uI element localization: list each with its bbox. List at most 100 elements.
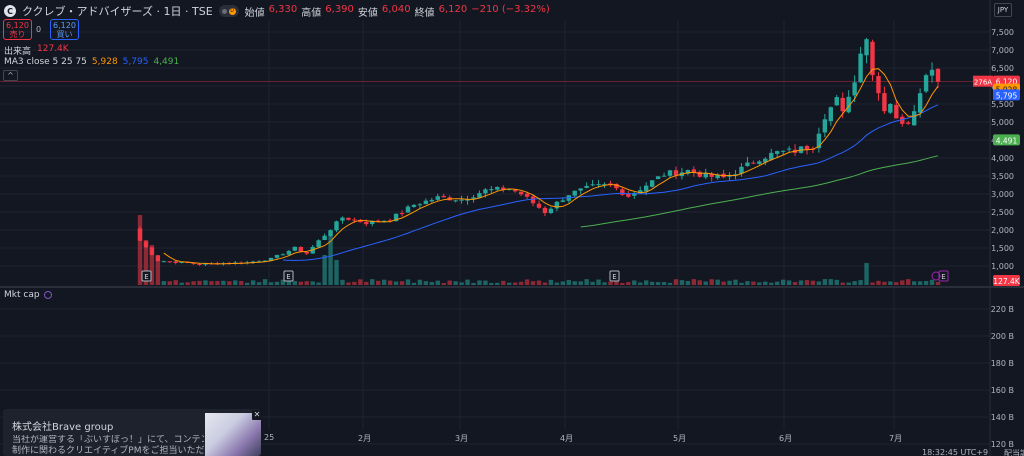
volume-bar [334,260,339,285]
volume-bar [215,281,220,285]
candle-body [733,174,738,176]
volume-legend[interactable]: 出来高 127.4K [4,44,69,57]
candle-body [376,220,381,222]
volume-bar [917,281,923,285]
collapse-legend-button[interactable]: ^ [3,70,18,81]
volume-bar [769,282,774,285]
symbol-legend: C ククレブ・アドバイザーズ · 1日 · TSE D 始値 6,330 高値 6,… [4,3,550,19]
earnings-marker: E [938,270,949,282]
candlesticks [137,37,941,267]
volume-bar [846,282,851,285]
candle-body [548,208,554,214]
mktcap-tick-label: 220 B [991,305,1014,314]
volume-bar [858,280,863,285]
volume-bar [399,281,405,285]
volume-bar [703,281,708,285]
volume-bar [900,280,905,285]
volume-bar [935,281,941,285]
candle-body [882,93,887,112]
candle-body [524,193,530,197]
volume-bar [310,281,315,285]
price-tick-label: 1,500 [991,244,1014,253]
mktcap-axis: 220 B 200 B 180 B 160 B 140 B 120 B [991,305,1014,449]
x-label-may: 5月 [673,434,687,443]
earnings-marker: E [609,270,620,282]
volume-bar [364,281,369,285]
candle-body [715,174,720,179]
volume-bar [387,280,393,285]
candle-body [364,221,369,225]
x-label-year: 25 [264,433,275,442]
candle-body [852,82,857,96]
volume-bar [191,281,196,285]
candle-body [203,263,208,265]
volume-bar [840,282,845,285]
candle-body [584,185,589,188]
volume-bar [316,282,321,285]
volume-bar [614,281,619,285]
candle-body [453,200,458,202]
volume-bar [763,281,768,285]
candle-body [751,162,756,164]
volume-bar [143,240,149,285]
close-icon[interactable]: ✕ [252,410,261,420]
symbol-logo-icon: C [4,5,16,17]
volume-bar [203,280,208,285]
currency-button[interactable]: JPY [994,3,1012,17]
volume-bar [328,230,333,285]
buy-button[interactable]: 6,120 買い [50,19,79,40]
volume-bar [828,279,834,285]
volume-bar [894,282,899,285]
volume-bar [798,280,804,285]
candle-body [161,261,167,263]
ma25-line [282,104,939,261]
ad-popup[interactable]: 株式会社Brave group 当社が運営する「ぶいすぽっ！」にて、コンテンツ … [3,409,261,456]
candle-body [149,247,155,255]
volume-bar [673,279,679,285]
volume-bar [882,281,887,285]
volume-bar [608,281,613,285]
popup-title: 株式会社Brave group [12,422,114,433]
mktcap-legend[interactable]: Mkt cap [4,290,52,300]
candle-body [435,196,440,200]
volume-bar [179,282,184,285]
candle-body [894,104,899,119]
sell-button[interactable]: 6,120 売り [3,19,32,40]
volume-bar [376,280,381,285]
candle-body [381,220,387,222]
volume-bar [780,279,786,285]
candle-body [923,75,929,92]
market-status-icon[interactable]: D [218,5,239,17]
ma-legend[interactable]: MA3 close 5 25 75 5,928 5,795 4,491 [4,57,180,67]
symbol-title[interactable]: ククレブ・アドバイザーズ · 1日 · TSE [22,5,213,18]
volume-bar [471,282,476,285]
volume-bar [590,281,595,285]
candle-body [578,188,583,191]
volume-bar [352,281,357,285]
candle-body [554,201,560,209]
volume-bar [584,279,589,285]
volume-bar [727,280,732,285]
candle-body [304,251,309,254]
price-tick-label: 6,500 [991,64,1014,73]
volume-bar [816,281,822,285]
volume-bar [786,280,792,285]
candle-body [780,150,786,152]
ma5-line [163,68,939,265]
svg-text:6,120: 6,120 [996,78,1018,87]
ma75-badge: 4,491 [993,134,1020,146]
volume-bar [381,279,387,285]
volume-bar [370,279,375,285]
candle-body [459,199,464,201]
svg-text:5,795: 5,795 [996,91,1018,100]
volume-bar [239,280,244,285]
adjustment-toggle[interactable]: 配当調整 [1004,449,1024,456]
volume-bar [804,280,810,285]
candle-body [512,189,518,192]
volume-bar [209,281,214,285]
volume-bar [792,282,798,285]
candle-body [763,158,768,163]
candle-body [155,255,161,262]
